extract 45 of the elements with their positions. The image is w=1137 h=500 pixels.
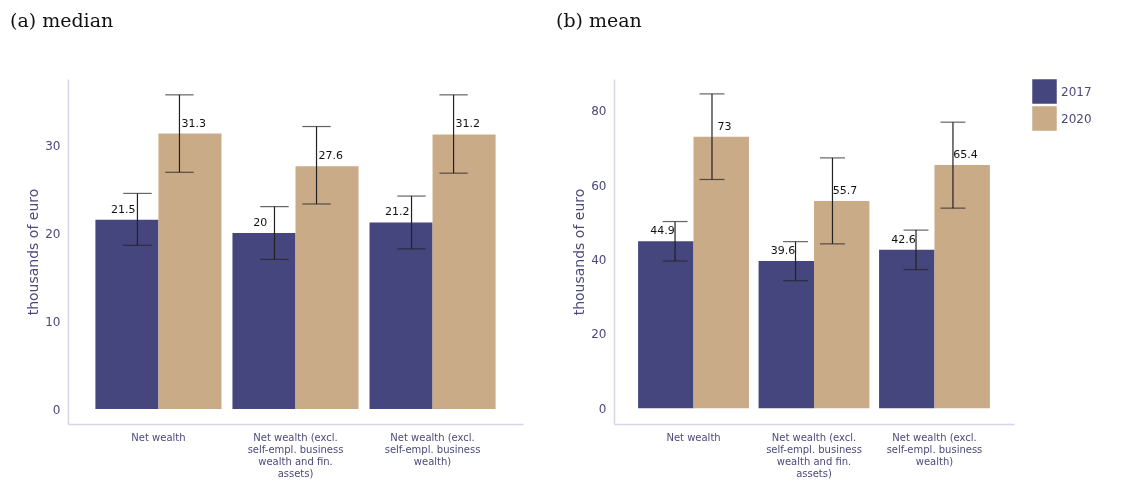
chart-title: (a) median — [10, 9, 114, 31]
data-label: 27.6 — [318, 149, 344, 163]
data-label: 39.6 — [770, 243, 796, 257]
data-label: 31.3 — [181, 116, 206, 130]
data-label: 44.9 — [650, 224, 675, 238]
bar — [693, 136, 749, 409]
y-tick-label: 40 — [591, 253, 607, 267]
bar — [758, 260, 814, 409]
x-tick-label: Net wealth — [666, 431, 721, 443]
bar — [432, 134, 496, 410]
data-label: 20 — [253, 216, 268, 230]
data-label: 31.2 — [455, 117, 481, 131]
bar — [638, 241, 694, 409]
y-tick-label: 10 — [45, 314, 61, 329]
x-tick-label: Net wealth (excl. self-empl. business wealth and fin. assets) — [247, 431, 344, 479]
x-tick-label: Net wealth (excl. self-empl. business wealth and fin. assets) — [766, 431, 862, 479]
data-label: 73 — [717, 119, 732, 133]
y-tick-label: 0 — [598, 401, 607, 416]
bar — [232, 233, 296, 410]
y-tick-label: 0 — [52, 402, 61, 417]
x-tick-label: Net wealth — [131, 431, 186, 443]
bar — [369, 222, 433, 410]
bar — [158, 133, 222, 410]
bar — [879, 249, 935, 409]
bar — [95, 219, 159, 410]
y-tick-label: 30 — [45, 138, 61, 153]
y-tick-label: 60 — [591, 178, 607, 193]
legend-label: 2017 — [1061, 84, 1092, 99]
data-label: 55.7 — [832, 184, 858, 198]
y-tick-label: 80 — [591, 104, 607, 119]
bar — [934, 164, 990, 409]
y-tick-label: 20 — [591, 327, 607, 342]
data-label: 42.6 — [891, 232, 916, 246]
x-tick-label: Net wealth (excl. self-empl. business wealth) — [886, 431, 983, 467]
data-label: 21.2 — [385, 205, 410, 219]
legend-label: 2020 — [1061, 111, 1092, 126]
bar — [814, 201, 870, 409]
data-label: 21.5 — [110, 202, 136, 216]
y-tick-label: 20 — [45, 226, 61, 241]
bar — [295, 166, 359, 410]
y-axis-title: thousands of euro — [25, 188, 42, 316]
x-tick-label: Net wealth (excl. self-empl. business wealth) — [384, 431, 481, 467]
chart-title: (b) mean — [556, 9, 642, 31]
y-axis-title: thousands of euro — [571, 188, 588, 316]
data-label: 65.4 — [953, 147, 978, 161]
